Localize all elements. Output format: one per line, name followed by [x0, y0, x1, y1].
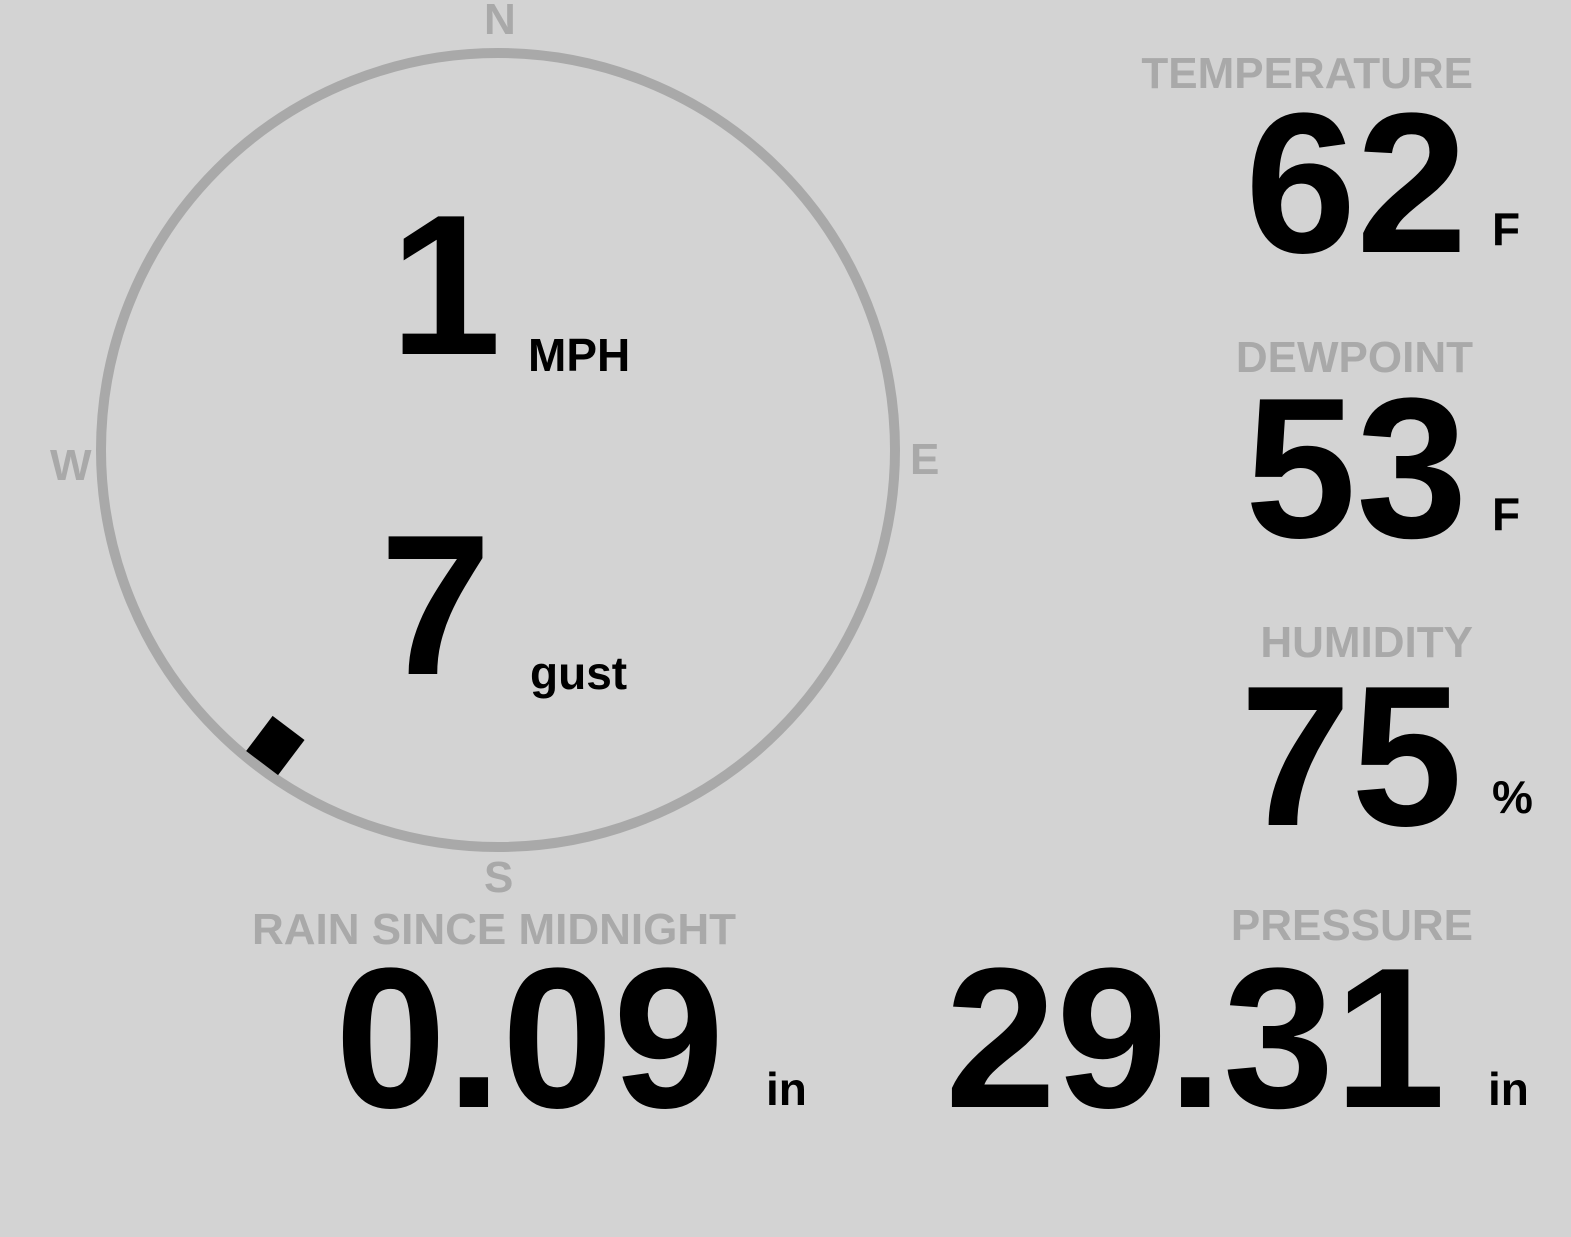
humidity-unit: % — [1492, 771, 1533, 823]
temperature-value: 62 — [1245, 72, 1468, 295]
dewpoint-label: DEWPOINT — [1235, 333, 1473, 382]
wind-direction-marker — [246, 715, 305, 776]
compass-east-label: E — [910, 435, 940, 484]
temperature-label: TEMPERATURE — [1141, 49, 1473, 98]
pressure-label: PRESSURE — [1230, 901, 1473, 950]
wind-speed-unit: MPH — [528, 329, 631, 381]
compass-ring — [96, 48, 900, 852]
wind-gust-value: 7 — [380, 494, 492, 717]
dewpoint-unit: F — [1492, 488, 1521, 540]
rain-unit: in — [766, 1063, 807, 1115]
compass-west-label: W — [50, 441, 92, 490]
humidity-value: 75 — [1240, 645, 1463, 868]
wind-gust-label: gust — [530, 647, 628, 699]
compass-north-label: N — [484, 0, 516, 44]
rain-label: RAIN SINCE MIDNIGHT — [252, 905, 736, 954]
humidity-label: HUMIDITY — [1260, 618, 1473, 667]
rain-value: 0.09 — [335, 927, 725, 1150]
compass-south-label: S — [484, 853, 514, 902]
temperature-unit: F — [1492, 203, 1521, 255]
pressure-value: 29.31 — [945, 927, 1446, 1150]
pressure-unit: in — [1488, 1063, 1529, 1115]
wind-speed-value: 1 — [390, 174, 502, 397]
dewpoint-value: 53 — [1245, 357, 1468, 580]
